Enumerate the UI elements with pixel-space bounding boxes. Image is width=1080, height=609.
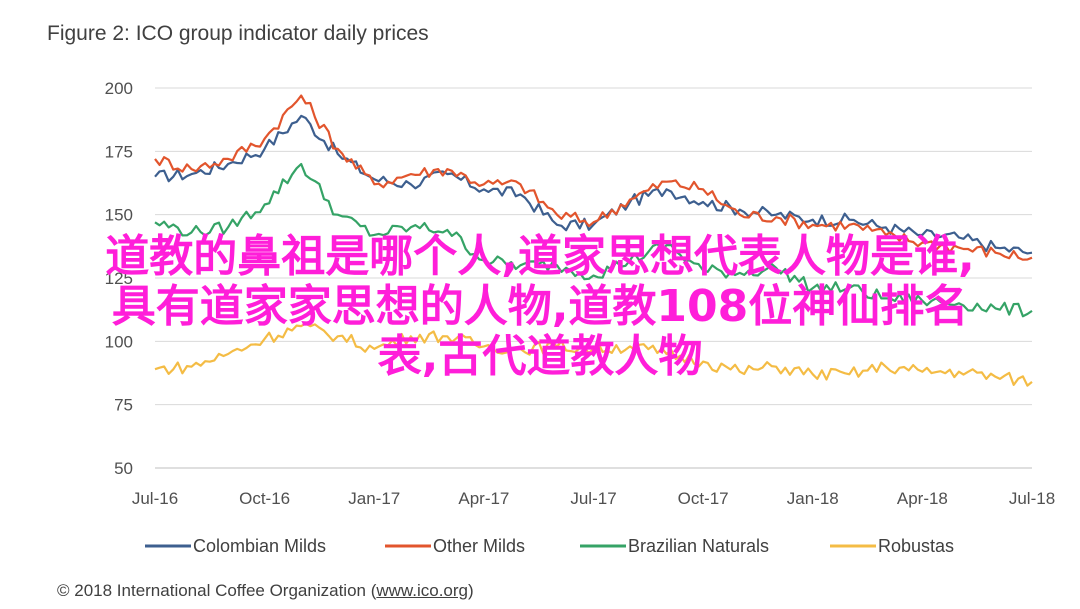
series-line-other-milds: [154, 94, 1033, 261]
x-tick-label: Jul-18: [1009, 489, 1055, 508]
series-line-colombian-milds: [154, 114, 1033, 255]
series-lines: [154, 94, 1033, 387]
y-tick-label: 50: [114, 459, 133, 478]
legend-label: Brazilian Naturals: [628, 536, 769, 556]
footer-text: © 2018 International Coffee Organization…: [57, 581, 377, 600]
y-tick-label: 175: [105, 142, 133, 161]
legend-label: Other Milds: [433, 536, 525, 556]
x-tick-label: Apr-18: [897, 489, 948, 508]
x-tick-label: Jan-18: [787, 489, 839, 508]
copyright-footer: © 2018 International Coffee Organization…: [57, 581, 474, 601]
legend-label: Robustas: [878, 536, 954, 556]
y-tick-label: 125: [105, 269, 133, 288]
legend-label: Colombian Milds: [193, 536, 326, 556]
legend: Colombian Milds Other Milds Brazilian Natu…: [145, 536, 954, 556]
chart-title: Figure 2: ICO group indicator daily pric…: [47, 22, 429, 45]
footer-close: ): [468, 581, 474, 600]
series-line-robustas: [154, 322, 1033, 387]
y-tick-label: 100: [105, 332, 133, 351]
x-tick-label: Jul-17: [570, 489, 616, 508]
x-tick-labels: Jul-16 Oct-16 Jan-17 Apr-17 Jul-17 Oct-17 Jan-…: [132, 489, 1055, 508]
x-tick-label: Oct-17: [678, 489, 729, 508]
y-tick-labels: 50 75 100 125 150 175 200: [105, 79, 133, 478]
footer-link[interactable]: www.ico.org: [376, 581, 468, 600]
y-tick-label: 200: [105, 79, 133, 98]
series-line-brazilian-naturals: [154, 162, 1033, 318]
x-tick-label: Jan-17: [348, 489, 400, 508]
x-tick-label: Oct-16: [239, 489, 290, 508]
x-tick-label: Apr-17: [458, 489, 509, 508]
x-tick-label: Jul-16: [132, 489, 178, 508]
y-tick-label: 150: [105, 206, 133, 225]
y-tick-label: 75: [114, 396, 133, 415]
gridlines: [155, 87, 1032, 469]
